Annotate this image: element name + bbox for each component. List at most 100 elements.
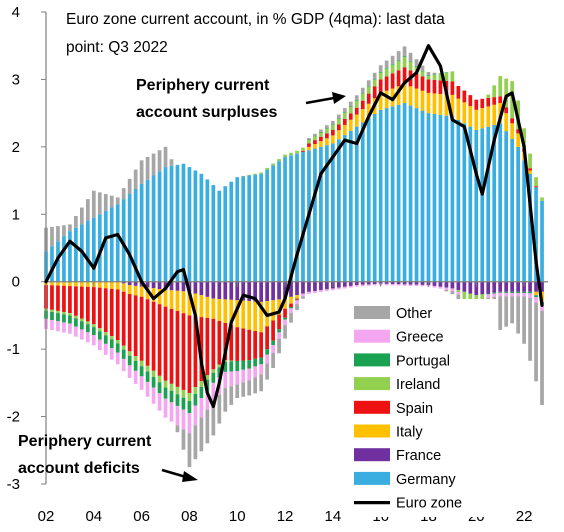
bar-spain-q10 bbox=[103, 288, 108, 333]
bar-italy-q30 bbox=[223, 299, 228, 324]
bar-portugal-q78 bbox=[510, 291, 514, 294]
bar-italy-q57 bbox=[384, 90, 389, 109]
bar-italy-q24 bbox=[187, 291, 192, 316]
bar-italy-q63 bbox=[420, 90, 425, 111]
bar-portugal-q60 bbox=[402, 56, 407, 58]
bar-spain-q40 bbox=[283, 308, 287, 318]
bar-germany-q9 bbox=[97, 214, 102, 282]
bar-other-q3 bbox=[62, 225, 66, 237]
bar-portugal-q44 bbox=[307, 139, 311, 141]
bar-spain-q12 bbox=[115, 289, 120, 341]
bar-france-q55 bbox=[372, 281, 377, 285]
bar-italy-q71 bbox=[468, 106, 473, 127]
bar-greece-q54 bbox=[366, 284, 371, 286]
bar-other-q48 bbox=[331, 120, 335, 125]
bar-france-q53 bbox=[360, 281, 365, 285]
bar-france-q78 bbox=[510, 281, 514, 292]
bar-france-q46 bbox=[319, 281, 323, 291]
bar-portugal-q35 bbox=[253, 358, 258, 367]
bar-ireland-q39 bbox=[277, 159, 281, 162]
bar-italy-q17 bbox=[145, 287, 150, 300]
bar-spain-q63 bbox=[420, 76, 425, 91]
bar-spain-q24 bbox=[187, 315, 192, 393]
bar-portugal-q58 bbox=[390, 64, 395, 65]
bar-france-q18 bbox=[151, 281, 156, 289]
bar-spain-q45 bbox=[313, 140, 317, 144]
bar-germany-q58 bbox=[390, 106, 395, 282]
bar-other-q2 bbox=[56, 226, 60, 242]
bar-other-q24 bbox=[187, 433, 192, 468]
bar-ireland-q16 bbox=[139, 360, 144, 367]
bar-germany-q63 bbox=[420, 110, 425, 282]
bar-greece-q9 bbox=[97, 339, 102, 351]
bar-france-q36 bbox=[259, 281, 263, 302]
bar-france-q23 bbox=[181, 281, 186, 292]
bar-spain-q39 bbox=[277, 314, 281, 330]
bar-portugal-q52 bbox=[354, 100, 359, 101]
bar-spain-q18 bbox=[151, 301, 156, 371]
bar-italy-q33 bbox=[241, 300, 246, 329]
bar-france-q67 bbox=[444, 281, 449, 288]
bar-portugal-q36 bbox=[259, 357, 263, 365]
bar-france-q27 bbox=[205, 281, 210, 297]
bar-france-q21 bbox=[169, 281, 174, 291]
bar-greece-q21 bbox=[169, 402, 174, 422]
bar-ireland-q51 bbox=[348, 106, 353, 114]
bar-ireland-q80 bbox=[522, 128, 526, 149]
bar-italy-q40 bbox=[283, 298, 287, 309]
bar-greece-q17 bbox=[145, 381, 150, 397]
bar-ireland-q44 bbox=[307, 140, 311, 144]
bar-ireland-q74 bbox=[486, 94, 491, 98]
bar-greece-q12 bbox=[115, 352, 120, 365]
bar-germany-q43 bbox=[301, 151, 305, 282]
bar-ireland-q65 bbox=[432, 74, 437, 80]
bar-italy-q26 bbox=[199, 295, 204, 318]
bar-ireland-q27 bbox=[205, 375, 210, 380]
bar-greece-q34 bbox=[247, 368, 252, 381]
bar-greece-q38 bbox=[271, 345, 275, 353]
bar-ireland-q20 bbox=[163, 380, 168, 388]
bar-spain-q71 bbox=[468, 95, 473, 107]
bar-spain-q16 bbox=[139, 296, 144, 361]
bar-spain-q1 bbox=[50, 285, 54, 310]
bar-germany-q60 bbox=[402, 103, 407, 282]
bar-greece-q83 bbox=[540, 303, 544, 311]
bar-spain-q76 bbox=[498, 96, 503, 104]
bar-italy-q7 bbox=[85, 281, 90, 287]
bar-france-q75 bbox=[492, 281, 497, 293]
bar-italy-q20 bbox=[163, 289, 168, 307]
chart-title-line-2: point: Q3 2022 bbox=[66, 39, 168, 56]
bar-france-q59 bbox=[396, 281, 401, 285]
bar-ireland-q9 bbox=[97, 328, 102, 332]
bar-greece-q36 bbox=[259, 364, 263, 375]
bar-ireland-q83 bbox=[540, 197, 544, 201]
bar-ireland-q11 bbox=[109, 336, 114, 340]
bar-italy-q10 bbox=[103, 281, 108, 289]
bar-other-q58 bbox=[390, 55, 395, 65]
bar-france-q60 bbox=[402, 281, 407, 285]
bar-greece-q44 bbox=[307, 291, 311, 294]
bar-france-q28 bbox=[211, 281, 216, 299]
bar-greece-q2 bbox=[56, 321, 60, 332]
bar-italy-q49 bbox=[336, 130, 341, 140]
legend-label-other: Other bbox=[396, 306, 432, 322]
bar-spain-q36 bbox=[259, 332, 263, 358]
bar-germany-q25 bbox=[193, 170, 198, 282]
bar-germany-q57 bbox=[384, 108, 389, 282]
bar-other-q17 bbox=[145, 156, 150, 180]
bar-france-q26 bbox=[199, 281, 204, 296]
bar-germany-q3 bbox=[62, 236, 66, 282]
bar-spain-q74 bbox=[486, 97, 491, 107]
bar-greece-q22 bbox=[175, 405, 180, 426]
x-tick-label: 08 bbox=[181, 508, 198, 525]
bar-spain-q13 bbox=[121, 291, 126, 346]
bar-portugal-q39 bbox=[277, 329, 281, 333]
bar-portugal-q61 bbox=[408, 61, 413, 62]
bar-germany-q50 bbox=[342, 135, 347, 282]
bar-ireland-q55 bbox=[372, 79, 377, 87]
bar-portugal-q2 bbox=[56, 313, 60, 322]
y-tick-label: 1 bbox=[12, 206, 20, 223]
bar-france-q63 bbox=[420, 281, 425, 285]
bar-ireland-q10 bbox=[103, 332, 108, 336]
bar-spain-q35 bbox=[253, 331, 258, 359]
